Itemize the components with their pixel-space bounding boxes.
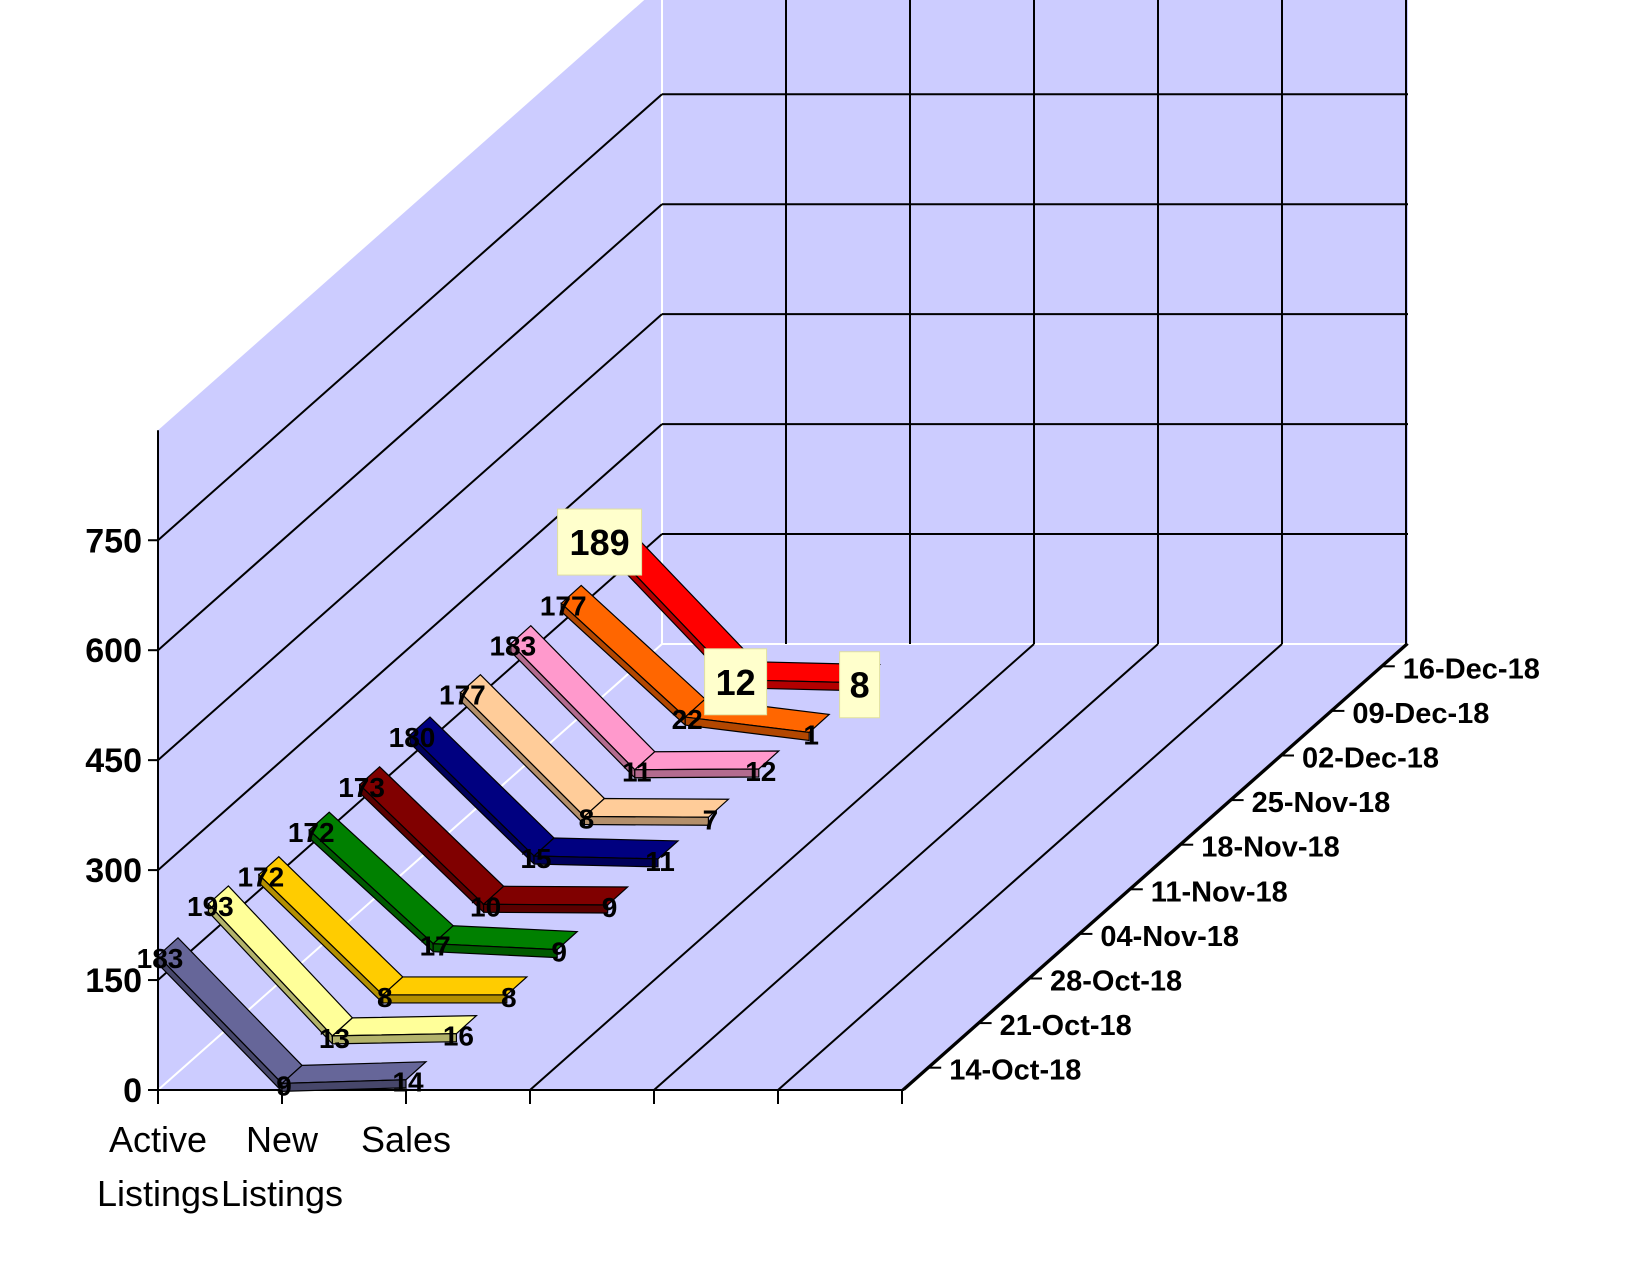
data-label: 193 [187,891,234,922]
data-label: 22 [672,704,703,735]
data-label: 11 [622,757,652,788]
data-label: 9 [602,892,618,923]
x-tick-label: New [246,1119,319,1160]
data-label: 173 [338,772,385,803]
gridline-floor [901,643,1407,1091]
z-tick-label: 04-Nov-18 [1100,921,1239,953]
gridline-side [157,203,663,651]
data-label: 16 [443,1021,474,1052]
x-tick-label: Active [109,1119,207,1160]
data-label: 172 [237,862,284,893]
floor-right-edge [903,643,1409,1091]
series-ribbon-3 [308,811,579,959]
data-label: 177 [439,680,486,711]
z-tick-label: 21-Oct-18 [1000,1010,1132,1042]
z-tick-label: 25-Nov-18 [1252,787,1391,819]
data-label: 177 [540,590,587,621]
y-tick-label: 150 [85,962,142,1000]
y-tick-label: 600 [85,632,142,670]
data-label: 10 [470,891,501,922]
data-label: 189 [570,522,630,563]
line-segment-front [281,1079,407,1093]
series-ribbon-0 [157,937,428,1093]
line-segment-front [533,855,659,868]
data-label: 11 [645,846,675,877]
gridline-floor [529,643,1035,1091]
z-tick-label: 11-Nov-18 [1151,876,1288,908]
data-label: 9 [551,937,567,968]
z-tick-label: 14-Oct-18 [949,1055,1081,1087]
line-segment-front [634,768,760,779]
y-tick-label: 300 [85,852,142,890]
gridline-side [157,423,663,871]
data-label-box [839,651,881,719]
data-label: 15 [520,843,551,874]
data-label: 8 [850,665,870,706]
data-label: 12 [745,756,776,787]
data-label: 183 [489,631,536,662]
series-ribbon-6 [459,673,730,826]
data-label: 9 [276,1070,292,1101]
gridline-side [157,93,663,541]
series-ribbon-2 [257,855,529,1005]
series-ribbon-7 [509,624,781,780]
gridline-side [157,313,663,761]
y-tick-label: 450 [85,742,142,780]
data-label-box [704,648,768,716]
data-label: 17 [420,931,451,962]
z-tick-label: 18-Nov-18 [1201,832,1340,864]
z-tick-label: 28-Oct-18 [1050,966,1182,998]
line-segment-front [331,1033,457,1045]
line-segment-front [583,815,710,826]
series-ribbon-1 [207,885,478,1046]
z-tick-label: 09-Dec-18 [1352,698,1489,730]
side-wall [158,0,662,1090]
data-label: 1 [803,719,819,750]
z-tick-label: 16-Dec-18 [1403,653,1540,685]
series-ribbon-5 [409,716,680,868]
data-label: 7 [703,804,719,835]
line-segment-front [684,716,810,742]
line-segment-front [483,903,609,914]
series-ribbon-4 [358,765,630,914]
x-tick-label: Listings [221,1173,343,1214]
data-label: 8 [501,982,517,1013]
data-label: 172 [288,817,335,848]
x-tick-label: Listings [97,1173,219,1214]
data-label: 183 [137,943,184,974]
data-label: 14 [392,1067,424,1098]
y-tick-label: 0 [123,1072,142,1110]
y-tick-label: 750 [85,522,142,560]
data-label: 13 [319,1023,350,1054]
x-tick-label: Sales [361,1119,451,1160]
data-label-box [557,508,643,576]
data-label: 180 [389,722,436,753]
data-label: 8 [579,804,595,835]
chart-gridlines [157,0,1408,1091]
data-label: 12 [716,662,756,703]
gridline-floor [653,643,1159,1091]
z-tick-label: 02-Dec-18 [1302,743,1439,775]
line-segment-front [432,943,558,959]
gridline-floor [777,643,1283,1091]
data-label: 8 [377,982,393,1013]
line-segment-front [382,994,508,1004]
